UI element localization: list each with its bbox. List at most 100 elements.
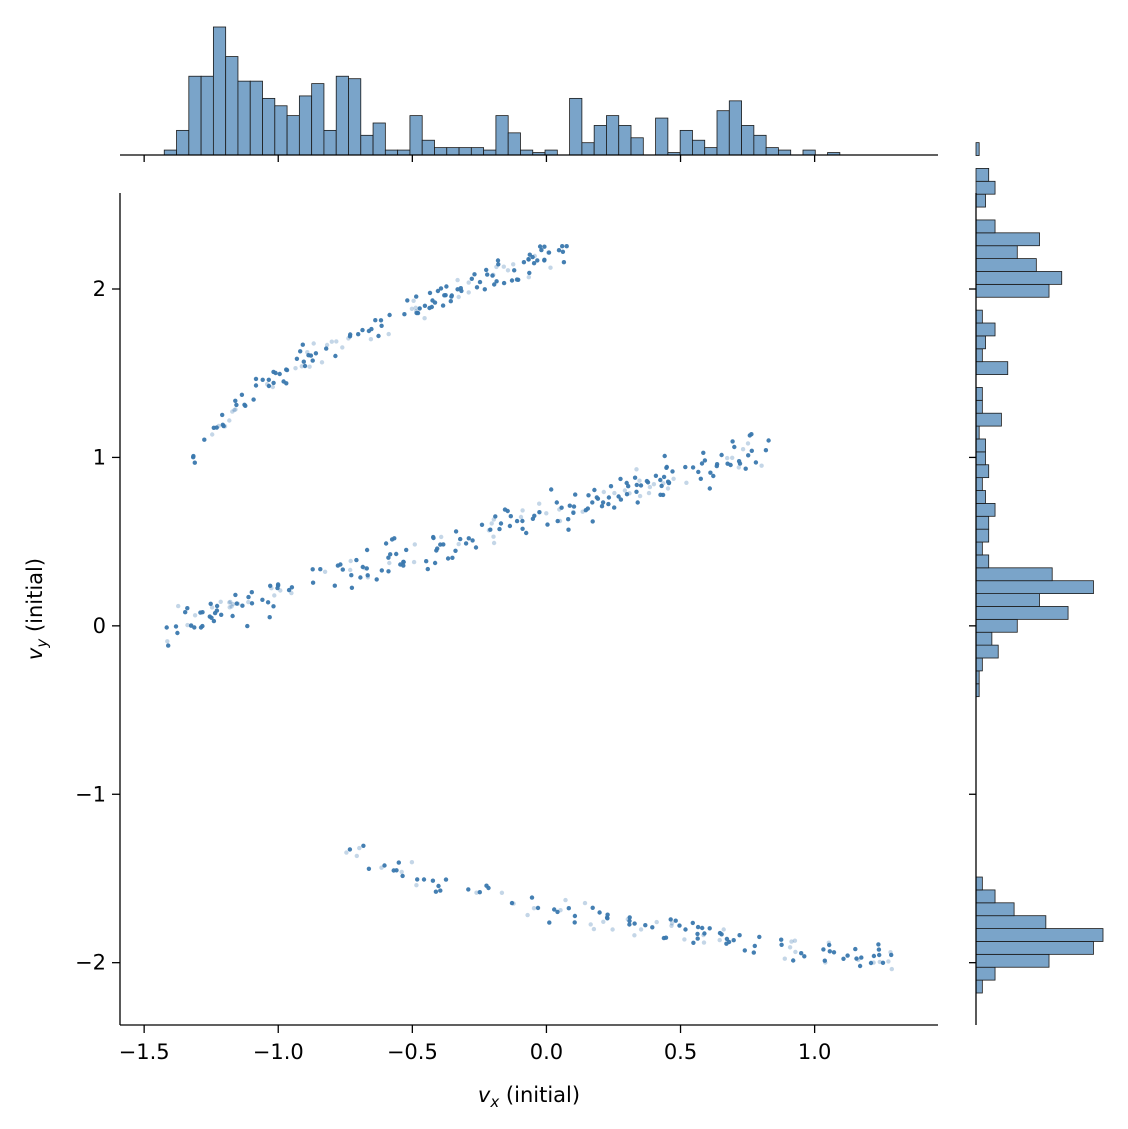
scatter-point (185, 606, 190, 611)
scatter-point (520, 508, 525, 513)
scatter-point (422, 316, 427, 321)
y-axis-label: vy (initial) (23, 558, 51, 660)
right-hist-bar (975, 618, 1018, 633)
right-hist-bar (975, 309, 983, 324)
scatter-point (664, 465, 669, 470)
scatter-point (556, 248, 562, 253)
top-hist-bar (384, 149, 399, 156)
top-hist-bar (200, 75, 214, 156)
scatter-point (637, 478, 642, 483)
scatter-point (239, 392, 245, 397)
scatter-point (409, 860, 415, 865)
right-hist-bar (975, 941, 1094, 955)
top-hist-bar (298, 95, 313, 156)
scatter-point (526, 275, 531, 280)
scatter-point (379, 323, 384, 328)
scatter-point (691, 940, 696, 945)
scatter-point (793, 949, 798, 955)
scatter-point (651, 482, 657, 487)
scatter-point (319, 360, 325, 365)
scatter-point (289, 590, 294, 596)
top-hist-bar (212, 26, 227, 156)
scatter-point (233, 398, 238, 403)
scatter-point (724, 941, 729, 946)
scatter-point (509, 278, 515, 283)
scatter-point (564, 244, 569, 249)
scatter-point (202, 437, 207, 442)
scatter-point (841, 956, 846, 961)
scatter-point (555, 518, 560, 524)
scatter-point (782, 956, 787, 961)
scatter-point (228, 599, 233, 605)
scatter-point (305, 350, 310, 355)
scatter-point (438, 286, 444, 291)
scatter-point (214, 608, 220, 613)
scatter-point (566, 527, 571, 532)
scatter-point (730, 455, 735, 460)
scatter-point (637, 493, 643, 499)
top-hist-bar (237, 80, 251, 156)
scatter-point (227, 600, 232, 605)
scatter-point (265, 600, 271, 605)
scatter-point (677, 923, 682, 928)
scatter-point (354, 557, 359, 563)
top-hist-bar (348, 78, 362, 156)
right-hist-bar (975, 361, 1009, 375)
scatter-point (567, 503, 572, 508)
scatter-point (610, 927, 615, 932)
scatter-point (622, 488, 628, 493)
right-hist-bar (975, 554, 990, 569)
scatter-point (396, 860, 401, 865)
scatter-point (349, 585, 355, 590)
scatter-point (572, 913, 578, 919)
scatter-point (612, 490, 617, 496)
scatter-point (544, 511, 549, 516)
scatter-point (682, 937, 687, 942)
scatter-point (601, 919, 606, 924)
scatter-point (272, 593, 277, 598)
scatter-point (594, 495, 599, 500)
top-hist-bar (434, 147, 448, 156)
scatter-point (552, 907, 557, 912)
right-hist-bar (975, 322, 996, 337)
top-hist-bar (593, 125, 607, 156)
scatter-point (366, 866, 372, 871)
scatter-point (708, 470, 713, 475)
scatter-point (324, 346, 329, 351)
scatter-point (424, 559, 429, 564)
scatter-point (732, 444, 737, 450)
scatter-point (627, 922, 632, 927)
scatter-point (497, 526, 502, 532)
scatter-point (333, 353, 338, 359)
top-hist-bar (163, 149, 177, 156)
scatter-point (787, 945, 793, 950)
scatter-point (561, 260, 567, 265)
scatter-point (889, 952, 894, 958)
top-hist-bar (544, 149, 558, 156)
scatter-point (725, 455, 730, 461)
scatter-point (474, 890, 479, 895)
scatter-point (827, 949, 832, 954)
scatter-point (443, 877, 449, 882)
scatter-point (658, 492, 663, 497)
scatter-point (405, 298, 410, 303)
scatter-point (700, 925, 705, 931)
scatter-point (453, 529, 459, 534)
scatter-point (496, 262, 501, 267)
scatter-point (439, 534, 444, 540)
scatter-point (647, 484, 653, 490)
scatter-point (270, 384, 275, 390)
scatter-point (520, 526, 525, 531)
scatter-point (400, 873, 405, 879)
scatter-point (360, 564, 365, 570)
scatter-point (822, 958, 827, 963)
scatter-point (690, 465, 696, 470)
scatter-point (191, 453, 196, 459)
scatter-point (498, 521, 504, 526)
right-hist-bar (975, 245, 1018, 260)
scatter-point (532, 513, 537, 518)
top-hist-bar (753, 134, 767, 156)
scatter-point (590, 500, 595, 505)
scatter-point (505, 508, 510, 514)
scatter-point (868, 960, 874, 966)
